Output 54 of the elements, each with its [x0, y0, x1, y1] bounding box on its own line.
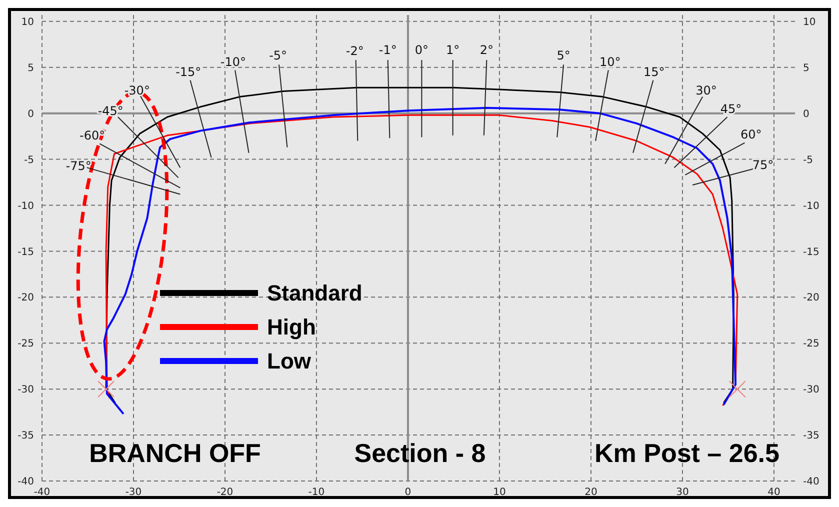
annotation: 2° [480, 43, 494, 58]
annotation: 30° [696, 84, 717, 98]
y-tick-label: -35 [18, 430, 34, 442]
annotation: 15° [643, 65, 665, 80]
y2-tick-label: -5 [803, 154, 813, 166]
annotation: 10° [600, 55, 621, 70]
y2-tick-label: -35 [803, 430, 820, 442]
annotation: 45° [720, 102, 742, 116]
annotation: Section - 8 [354, 438, 486, 468]
y-tick-label: -25 [18, 338, 34, 350]
x-tick-label: 40 [768, 487, 780, 498]
legend-label: Low [267, 348, 312, 374]
annotation: -2° [346, 44, 364, 58]
y-tick-label: 0 [28, 108, 34, 120]
y-tick-label: -40 [18, 476, 34, 488]
legend-label: Standard [267, 280, 362, 306]
y-tick-label: -30 [18, 384, 34, 396]
y-tick-label: 5 [28, 62, 34, 74]
y-tick-label: -10 [18, 200, 34, 212]
y2-tick-label: -20 [803, 292, 820, 304]
y2-tick-label: -10 [803, 200, 820, 212]
y2-tick-label: -25 [803, 338, 820, 350]
annotation: -75° [66, 158, 92, 173]
annotation: BRANCH OFF [89, 438, 261, 468]
y2-tick-label: -40 [803, 476, 820, 488]
annotation: -45° [98, 104, 124, 118]
annotation: 75° [752, 158, 774, 172]
annotation: -1° [378, 43, 397, 58]
annotation: 1° [446, 43, 460, 58]
x-tick-label: 20 [584, 487, 598, 498]
y2-tick-label: 10 [803, 16, 816, 28]
annotation: Km Post – 26.5 [594, 438, 780, 468]
annotation: -15° [176, 65, 202, 80]
x-tick-label: -10 [308, 487, 325, 498]
annotation: -10° [220, 55, 246, 70]
annotation: -5° [269, 48, 288, 63]
x-tick-label: 10 [493, 487, 506, 498]
annotation: -30° [124, 84, 150, 98]
x-tick-label: -30 [125, 487, 142, 498]
y-tick-label: -5 [24, 154, 34, 166]
y2-tick-label: -30 [803, 384, 820, 396]
annotation: 60° [740, 128, 762, 142]
annotation: 5° [556, 48, 570, 63]
legend-label: High [267, 314, 316, 340]
x-tick-label: 0 [404, 487, 412, 498]
y2-tick-label: -15 [803, 246, 820, 258]
x-tick-label: 30 [676, 487, 689, 498]
y2-tick-label: 5 [803, 62, 810, 74]
y-tick-label: -20 [18, 292, 34, 304]
y-tick-label: -15 [18, 246, 34, 258]
y2-tick-label: 0 [803, 108, 810, 120]
y-tick-label: 10 [21, 16, 34, 28]
x-tick-label: -20 [216, 487, 234, 498]
annotation: 0° [414, 43, 429, 58]
